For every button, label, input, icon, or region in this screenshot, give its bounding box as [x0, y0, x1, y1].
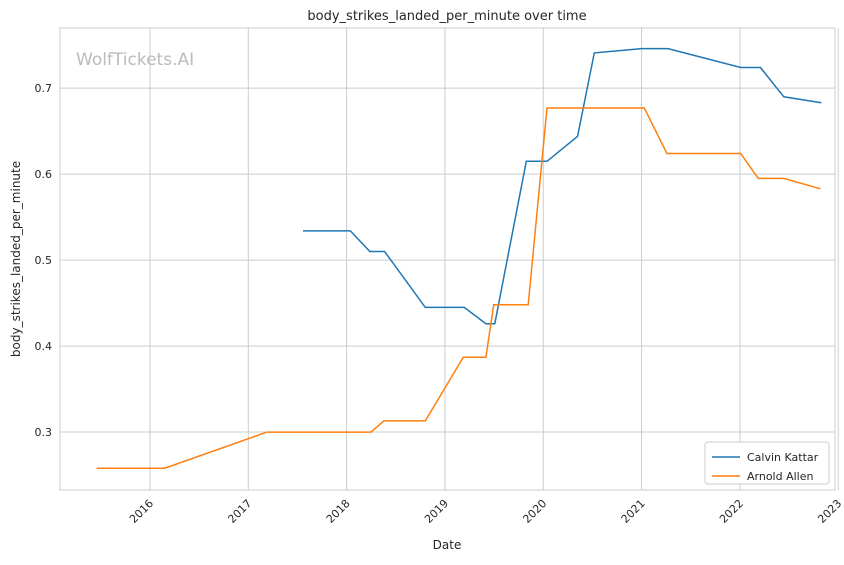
chart-title: body_strikes_landed_per_minute over time: [307, 9, 586, 24]
x-tick-label: 2023: [815, 497, 844, 526]
y-tick-label: 0.3: [35, 426, 53, 439]
legend-label: Calvin Kattar: [747, 451, 819, 464]
x-tick-label: 2019: [422, 497, 451, 526]
x-tick-label: 2020: [520, 497, 549, 526]
grid: [60, 28, 838, 490]
x-tick-label: 2017: [225, 497, 254, 526]
legend: Calvin Kattar Arnold Allen: [705, 442, 829, 484]
watermark: WolfTickets.AI: [76, 50, 194, 70]
series-lines: [97, 49, 822, 469]
x-tick-label: 2018: [324, 497, 353, 526]
y-tick-label: 0.6: [35, 168, 53, 181]
y-tick-label: 0.7: [35, 82, 53, 95]
plot-frame: [60, 28, 835, 490]
x-tick-label: 2022: [717, 497, 746, 526]
y-tick-label: 0.5: [35, 254, 53, 267]
y-axis-label: body_strikes_landed_per_minute: [9, 161, 23, 357]
y-tick-label: 0.4: [35, 340, 53, 353]
series-line-calvin-kattar: [303, 49, 821, 324]
x-tick-label: 2016: [127, 497, 156, 526]
series-line-arnold-allen: [97, 108, 821, 468]
x-axis-label: Date: [433, 538, 462, 552]
legend-label: Arnold Allen: [747, 470, 813, 483]
x-tick-label: 2021: [619, 497, 648, 526]
